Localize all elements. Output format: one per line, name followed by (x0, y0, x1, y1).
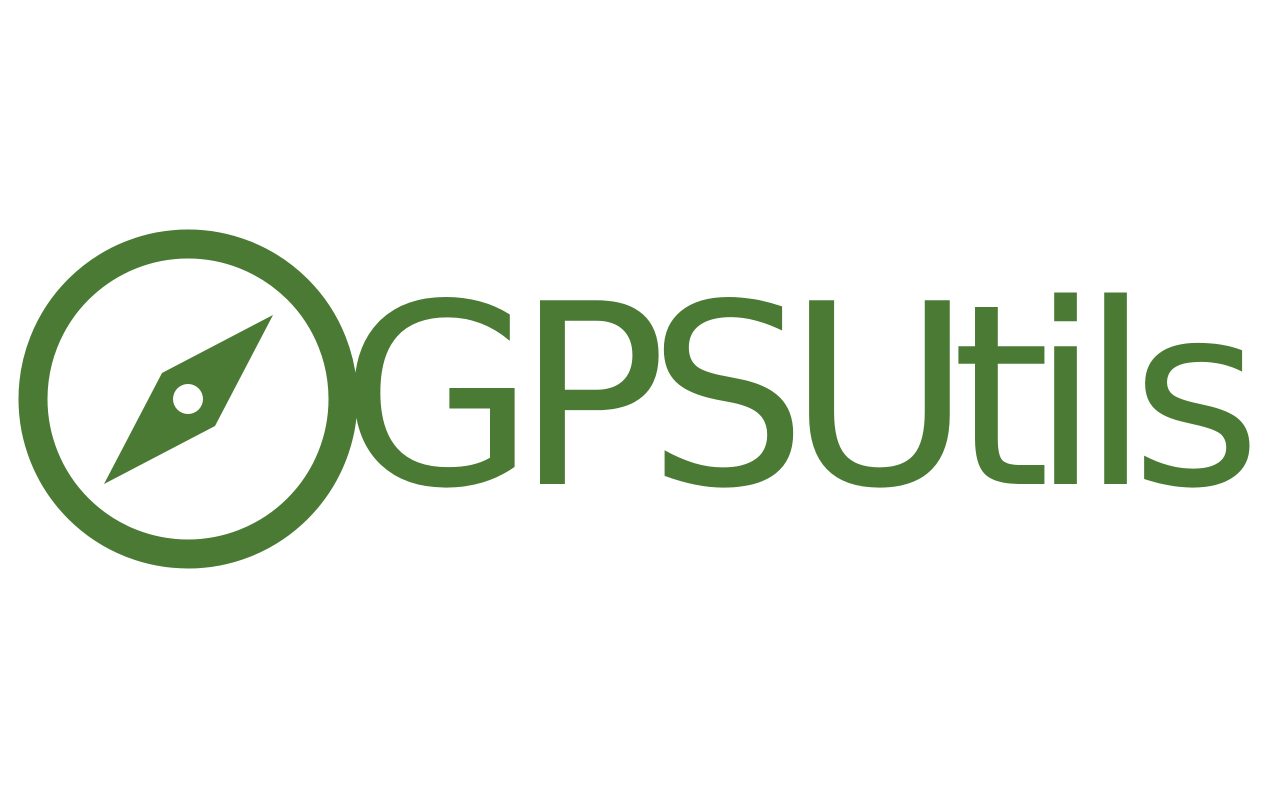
compass-ring (18, 229, 358, 569)
compass-icon (18, 229, 358, 569)
logo-wordmark: GPSUtils (340, 251, 1262, 544)
compass-hub (173, 384, 203, 414)
